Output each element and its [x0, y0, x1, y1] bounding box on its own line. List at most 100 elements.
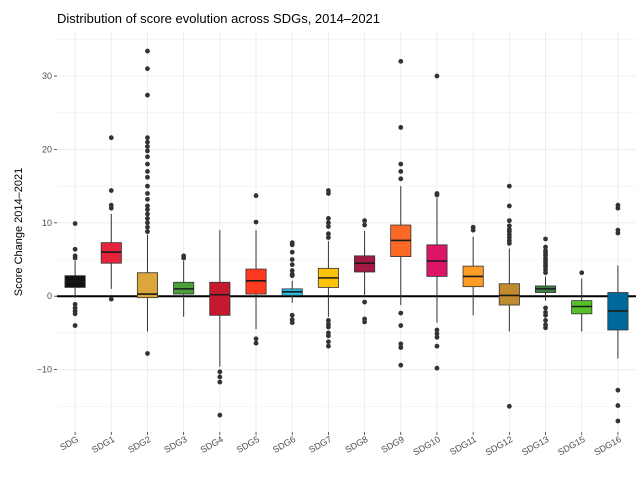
outlier-point — [145, 66, 150, 72]
outlier-point — [145, 216, 150, 221]
box-sdg15 — [571, 270, 593, 332]
outlier-point — [145, 196, 150, 202]
y-tick-label: 0 — [47, 291, 52, 301]
outlier-point — [615, 230, 621, 236]
outlier-point — [145, 351, 150, 356]
chart-title: Distribution of score evolution across S… — [57, 11, 380, 26]
box-sdg13 — [534, 236, 557, 331]
outlier-point — [145, 203, 150, 209]
outlier-point — [543, 312, 548, 318]
outlier-point — [145, 154, 150, 160]
outlier-point — [181, 255, 187, 261]
outlier-point — [108, 188, 114, 193]
outlier-point — [398, 345, 404, 350]
outlier-point — [615, 387, 621, 393]
outlier-point — [217, 379, 223, 385]
box-body — [136, 272, 159, 299]
outlier-point — [434, 343, 440, 349]
outlier-point — [145, 220, 150, 226]
outlier-point — [326, 339, 331, 345]
outlier-point — [579, 270, 585, 276]
outlier-point — [434, 327, 440, 333]
outlier-point — [145, 92, 150, 98]
outlier-point — [145, 139, 150, 145]
outlier-point — [326, 231, 331, 237]
outlier-point — [145, 169, 150, 174]
outlier-point — [289, 312, 295, 318]
x-tick-label: SDG1 — [90, 434, 116, 455]
outlier-point — [398, 362, 404, 368]
box-sdg2 — [136, 48, 159, 356]
outlier-point — [326, 324, 331, 330]
outlier-point — [145, 135, 150, 141]
x-tick-label: SDG13 — [520, 434, 551, 457]
outlier-point — [289, 249, 295, 255]
box-sdg5 — [245, 193, 267, 346]
outlier-point — [434, 331, 440, 337]
outlier-point — [253, 340, 259, 346]
outlier-point — [145, 144, 150, 149]
outlier-point — [289, 268, 295, 273]
x-tick-label: SDG12 — [484, 434, 515, 457]
outlier-point — [615, 418, 621, 424]
outlier-point — [72, 246, 78, 252]
outlier-point — [289, 320, 295, 326]
outlier-point — [145, 183, 150, 189]
outlier-point — [326, 224, 331, 229]
outlier-point — [72, 221, 78, 226]
x-tick-label: SDG16 — [592, 434, 623, 457]
outlier-point — [289, 257, 295, 262]
outlier-point — [615, 205, 621, 211]
outlier-point — [362, 319, 367, 325]
outlier-point — [470, 227, 476, 233]
outlier-point — [326, 333, 331, 339]
x-tick-label: SDG — [58, 434, 80, 452]
outlier-point — [289, 262, 295, 268]
box-sdg7 — [317, 188, 339, 349]
box-sdg11 — [462, 224, 484, 316]
outlier-point — [326, 343, 331, 349]
outlier-point — [253, 219, 259, 225]
x-tick-label: SDG10 — [411, 434, 442, 457]
outlier-point — [398, 310, 404, 316]
outlier-point — [145, 224, 150, 230]
x-tick-label: SDG7 — [307, 434, 333, 455]
outlier-point — [145, 211, 150, 217]
outlier-point — [326, 318, 331, 323]
box-sdg4 — [209, 230, 231, 418]
box-sdg9 — [390, 58, 412, 368]
outlier-point — [217, 412, 223, 418]
x-axis-ticks: SDG SDG1 SDG2 SDG3 SDG4 SDG5 SDG6 SDG7 SDG8 SDG9 S… — [58, 432, 623, 457]
box-body — [209, 281, 231, 316]
outlier-point — [543, 236, 548, 242]
box-sdg8 — [354, 218, 376, 325]
x-tick-label: SDG8 — [343, 434, 369, 455]
box-sdg1 — [100, 135, 122, 302]
outlier-point — [398, 176, 404, 182]
outlier-point — [145, 161, 150, 167]
outlier-point — [326, 216, 331, 221]
boxes-layer — [64, 48, 629, 424]
x-tick-label: SDG11 — [448, 434, 478, 457]
x-tick-label: SDG9 — [380, 434, 406, 455]
x-tick-label: SDG2 — [126, 434, 152, 455]
outlier-point — [72, 311, 78, 317]
outlier-point — [434, 334, 440, 340]
box-sdg12 — [498, 183, 520, 409]
outlier-point — [398, 125, 404, 130]
outlier-point — [72, 323, 78, 328]
outlier-point — [615, 403, 621, 408]
outlier-point — [506, 218, 512, 224]
y-axis-ticks: −10 0 10 20 30 — [37, 71, 57, 375]
box-sdg10 — [426, 73, 448, 371]
x-tick-label: SDG6 — [271, 434, 297, 455]
outlier-point — [72, 255, 78, 261]
outlier-point — [398, 161, 404, 167]
outlier-point — [326, 220, 331, 226]
x-tick-label: SDG3 — [162, 434, 188, 455]
outlier-point — [145, 229, 150, 235]
outlier-point — [434, 73, 440, 79]
outlier-point — [543, 244, 548, 250]
box-body — [498, 283, 520, 306]
